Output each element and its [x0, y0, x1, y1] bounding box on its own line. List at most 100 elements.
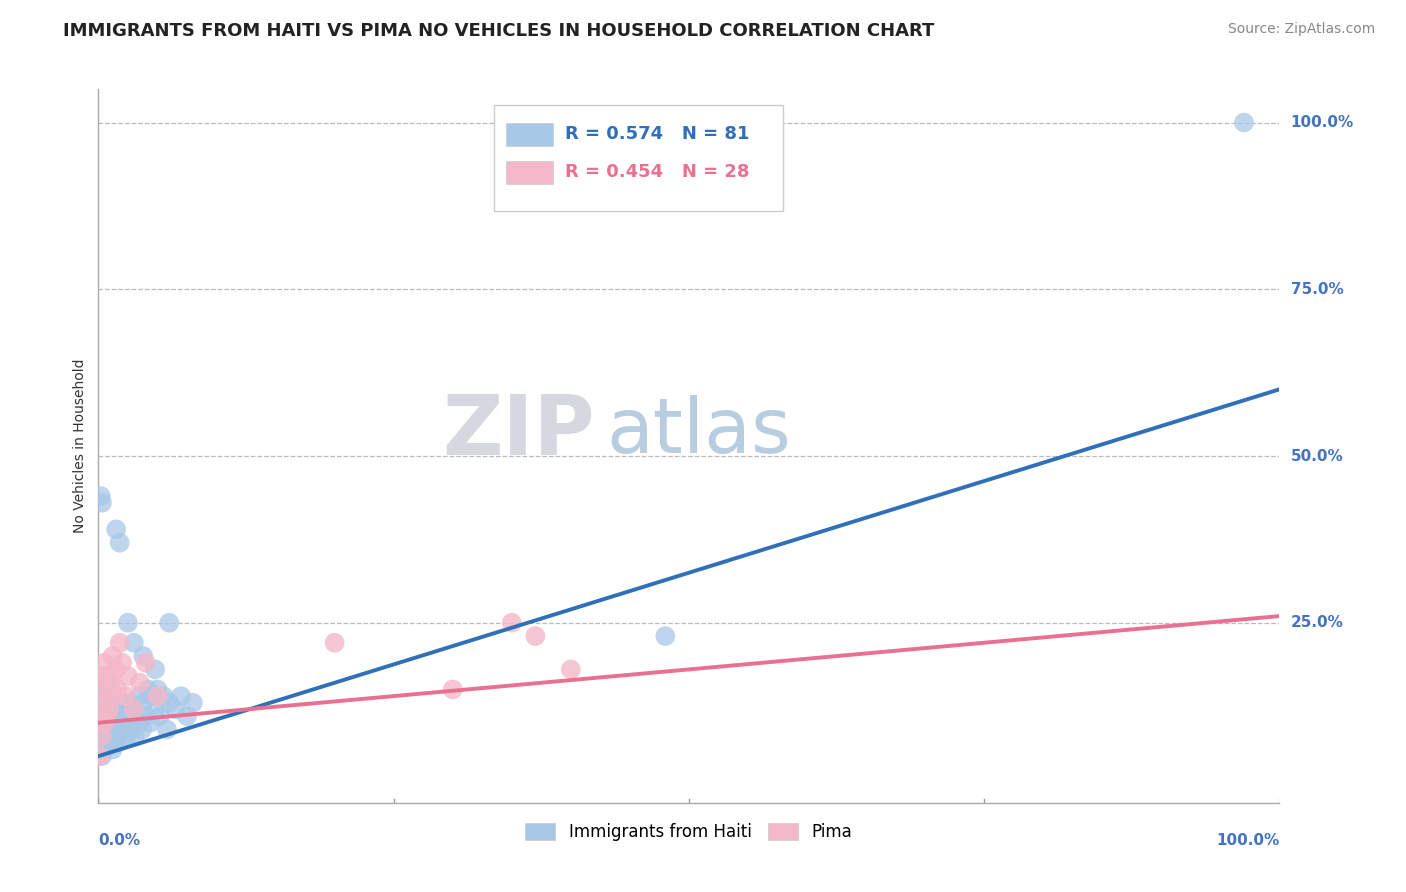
Point	[94, 715, 117, 730]
Point	[104, 709, 127, 723]
Point	[105, 715, 128, 730]
Point	[142, 689, 165, 703]
Point	[112, 696, 135, 710]
Point	[105, 522, 128, 536]
Text: IMMIGRANTS FROM HAITI VS PIMA NO VEHICLES IN HOUSEHOLD CORRELATION CHART: IMMIGRANTS FROM HAITI VS PIMA NO VEHICLE…	[63, 22, 935, 40]
Point	[105, 682, 128, 697]
Point	[98, 702, 121, 716]
Point	[94, 682, 117, 697]
Point	[136, 682, 159, 697]
Point	[105, 662, 128, 676]
Point	[91, 729, 114, 743]
Point	[98, 709, 121, 723]
Point	[124, 729, 146, 743]
Point	[122, 702, 145, 716]
Point	[654, 629, 676, 643]
Point	[91, 729, 114, 743]
Point	[111, 715, 134, 730]
Text: 100.0%: 100.0%	[1291, 115, 1354, 130]
Point	[146, 689, 169, 703]
FancyBboxPatch shape	[494, 105, 783, 211]
Point	[152, 689, 174, 703]
Point	[90, 489, 112, 503]
Point	[100, 702, 122, 716]
Point	[96, 709, 118, 723]
Point	[90, 696, 112, 710]
Point	[96, 736, 118, 750]
Point	[114, 689, 136, 703]
Point	[131, 723, 153, 737]
Point	[170, 689, 193, 703]
Point	[91, 682, 114, 697]
Point	[91, 702, 114, 716]
Point	[112, 723, 135, 737]
Point	[149, 709, 172, 723]
Point	[107, 723, 129, 737]
Point	[139, 715, 162, 730]
Point	[128, 715, 150, 730]
Point	[132, 696, 155, 710]
Point	[120, 696, 142, 710]
Point	[93, 656, 115, 670]
Text: R = 0.574   N = 81: R = 0.574 N = 81	[565, 125, 749, 143]
Point	[93, 715, 115, 730]
Point	[103, 723, 125, 737]
Point	[98, 723, 121, 737]
Text: 75.0%: 75.0%	[1291, 282, 1343, 297]
Point	[108, 729, 131, 743]
Point	[111, 656, 134, 670]
Text: Source: ZipAtlas.com: Source: ZipAtlas.com	[1227, 22, 1375, 37]
Point	[90, 715, 112, 730]
Point	[135, 709, 157, 723]
Point	[117, 669, 139, 683]
Point	[156, 723, 179, 737]
Text: ZIP: ZIP	[441, 392, 595, 472]
Point	[91, 749, 114, 764]
Point	[176, 709, 198, 723]
Text: 100.0%: 100.0%	[1216, 833, 1279, 848]
Point	[108, 636, 131, 650]
Point	[91, 709, 114, 723]
Point	[128, 675, 150, 690]
Point	[101, 715, 124, 730]
Point	[98, 675, 121, 690]
Point	[104, 736, 127, 750]
Text: R = 0.454   N = 28: R = 0.454 N = 28	[565, 163, 749, 181]
Point	[117, 709, 139, 723]
Point	[91, 496, 114, 510]
Point	[115, 729, 138, 743]
Point	[98, 736, 121, 750]
Point	[117, 615, 139, 630]
Point	[121, 723, 143, 737]
FancyBboxPatch shape	[506, 123, 553, 146]
Point	[96, 709, 118, 723]
Point	[101, 742, 124, 756]
Point	[100, 729, 122, 743]
Text: 0.0%: 0.0%	[98, 833, 141, 848]
Point	[323, 636, 346, 650]
Point	[125, 709, 148, 723]
Point	[441, 682, 464, 697]
Text: atlas: atlas	[606, 395, 792, 468]
Text: 25.0%: 25.0%	[1291, 615, 1344, 631]
Point	[98, 689, 121, 703]
Point	[501, 615, 523, 630]
Point	[524, 629, 547, 643]
Point	[101, 649, 124, 664]
Point	[108, 535, 131, 549]
Point	[143, 662, 166, 676]
Point	[103, 696, 125, 710]
Point	[146, 682, 169, 697]
Point	[157, 696, 180, 710]
Point	[89, 736, 111, 750]
Point	[122, 636, 145, 650]
Point	[93, 742, 115, 756]
Point	[107, 696, 129, 710]
Point	[96, 729, 118, 743]
Point	[105, 702, 128, 716]
Point	[93, 689, 115, 703]
Point	[132, 649, 155, 664]
Text: 50.0%: 50.0%	[1291, 449, 1343, 464]
FancyBboxPatch shape	[506, 161, 553, 184]
Point	[94, 675, 117, 690]
